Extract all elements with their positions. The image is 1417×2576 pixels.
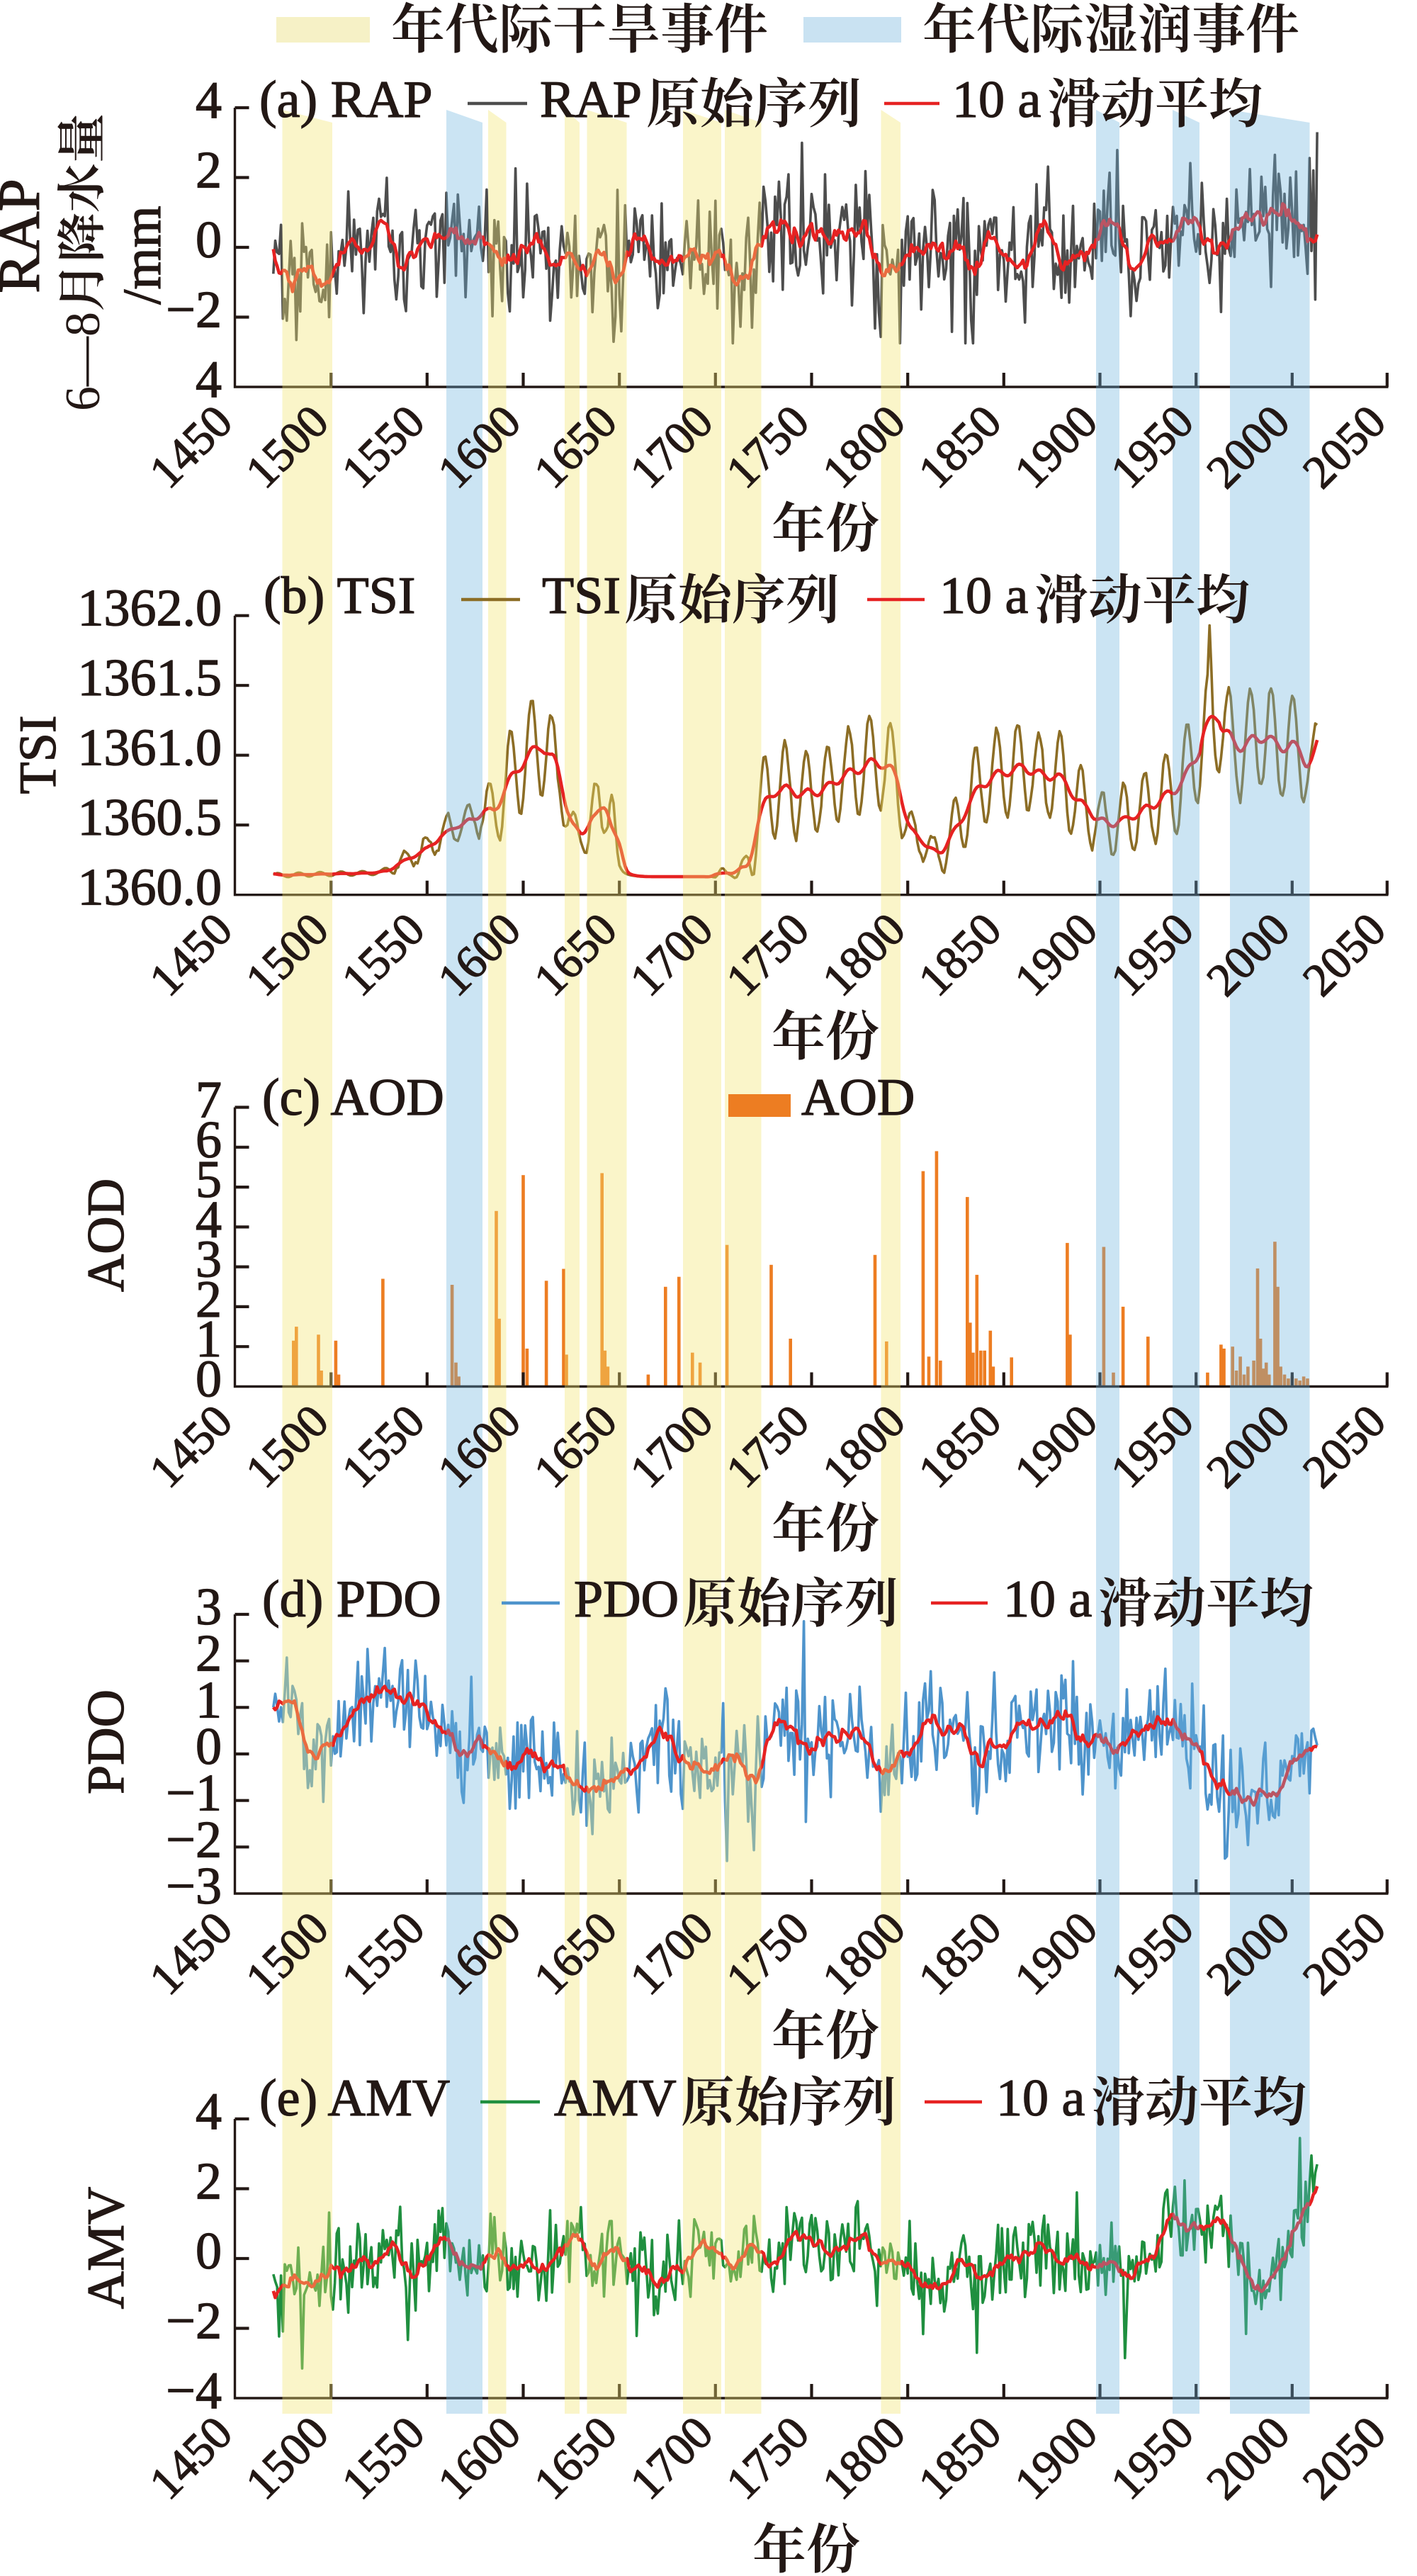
svg-text:0: 0 (196, 211, 222, 269)
svg-text:10 a: 10 a (939, 567, 1028, 625)
svg-text:/mm: /mm (113, 206, 172, 304)
svg-text:4: 4 (196, 351, 222, 409)
svg-text:0: 0 (196, 2222, 222, 2280)
svg-text:(d) PDO: (d) PDO (262, 1570, 441, 1629)
svg-text:(b) TSI: (b) TSI (264, 567, 415, 625)
svg-text:0: 0 (196, 1351, 222, 1409)
svg-text:1362.0: 1362.0 (78, 580, 222, 638)
svg-text:4: 4 (196, 2083, 222, 2141)
svg-text:RAP: RAP (540, 71, 642, 129)
svg-text:10 a: 10 a (1003, 1570, 1092, 1629)
svg-text:1361.5: 1361.5 (78, 649, 222, 707)
svg-text:1360.0: 1360.0 (78, 859, 222, 917)
svg-text:1: 1 (196, 1310, 222, 1368)
svg-text:−2: −2 (166, 281, 222, 339)
svg-text:(a) RAP: (a) RAP (259, 71, 433, 129)
svg-text:−2: −2 (166, 2293, 222, 2351)
svg-text:3: 3 (196, 1231, 222, 1289)
svg-text:2: 2 (196, 2153, 222, 2211)
svg-text:1360.5: 1360.5 (78, 789, 222, 847)
svg-text:4: 4 (196, 1191, 222, 1249)
svg-text:RAP: RAP (0, 179, 52, 293)
svg-text:−4: −4 (166, 2362, 222, 2420)
svg-text:AOD: AOD (77, 1179, 135, 1292)
svg-text:−3: −3 (166, 1857, 222, 1916)
svg-text:(e) AMV: (e) AMV (259, 2069, 450, 2127)
svg-text:2: 2 (196, 1271, 222, 1329)
svg-text:2: 2 (196, 142, 222, 200)
svg-text:TSI: TSI (9, 716, 67, 794)
svg-text:−2: −2 (166, 1811, 222, 1869)
svg-text:10 a: 10 a (996, 2069, 1085, 2127)
svg-text:PDO: PDO (574, 1570, 679, 1629)
svg-text:5: 5 (196, 1151, 222, 1209)
svg-text:7: 7 (196, 1072, 222, 1130)
svg-text:6—8: 6—8 (56, 312, 111, 411)
svg-text:PDO: PDO (77, 1689, 135, 1794)
svg-text:AOD: AOD (801, 1069, 915, 1127)
svg-text:1: 1 (196, 1671, 222, 1729)
svg-text:0: 0 (196, 1718, 222, 1776)
svg-text:AMV: AMV (554, 2069, 677, 2127)
svg-text:3: 3 (196, 1578, 222, 1636)
svg-text:AMV: AMV (77, 2187, 135, 2310)
svg-text:2: 2 (196, 1625, 222, 1683)
svg-text:6: 6 (196, 1111, 222, 1169)
svg-text:−1: −1 (166, 1765, 222, 1823)
svg-text:10 a: 10 a (952, 71, 1041, 129)
svg-text:1361.0: 1361.0 (78, 719, 222, 777)
svg-text:4: 4 (196, 72, 222, 130)
svg-text:(c) AOD: (c) AOD (262, 1069, 444, 1127)
svg-text:TSI: TSI (542, 567, 621, 625)
